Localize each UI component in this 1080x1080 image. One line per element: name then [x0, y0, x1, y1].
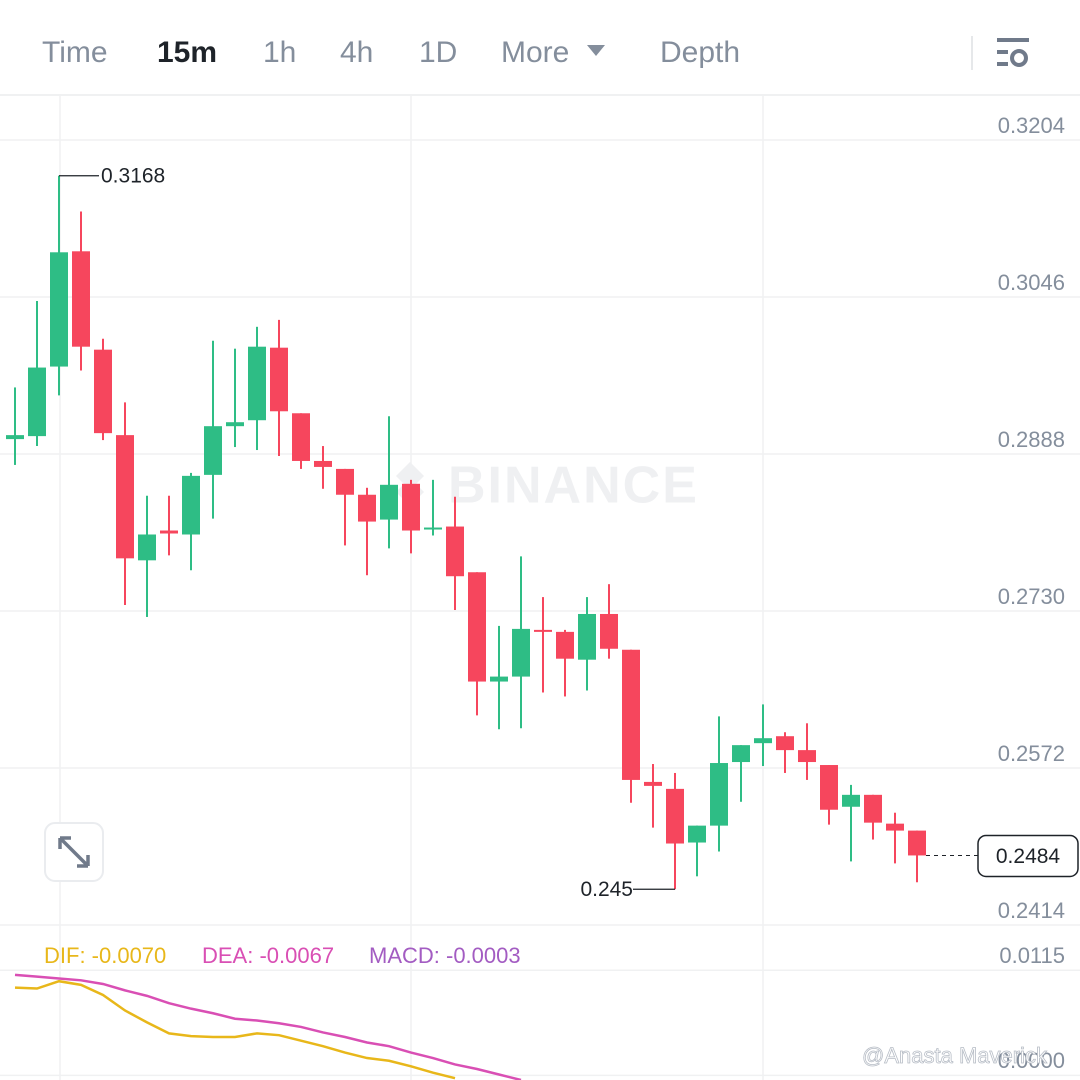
candle-body [908, 830, 926, 856]
candle-body [270, 347, 288, 412]
tab[interactable]: Depth [660, 36, 740, 69]
low-label: 0.245 [580, 878, 633, 901]
candle-body [226, 422, 244, 427]
candle-body [116, 435, 134, 559]
tab[interactable]: Time [42, 36, 108, 69]
candle-body [380, 484, 398, 520]
candle-body [424, 527, 442, 530]
candle-body [820, 765, 838, 810]
candle-body [600, 613, 618, 649]
candle-body [248, 346, 266, 421]
candle-body [6, 435, 24, 440]
candle-body [446, 526, 464, 577]
y-tick-label: 0.2414 [998, 898, 1065, 923]
candle-body [358, 494, 376, 522]
candle-body [732, 745, 750, 763]
y-tick-label: 0.2888 [998, 427, 1065, 452]
candle-body [204, 426, 222, 475]
candle-body [314, 460, 332, 467]
y-tick-label: 0.2730 [998, 584, 1065, 609]
y-tick-label: 0.3204 [998, 113, 1065, 138]
dropdown-arrow [587, 45, 605, 56]
candle-body [468, 572, 486, 682]
candle-body [710, 763, 728, 826]
candle-body [842, 794, 860, 807]
settings-icon[interactable] [997, 38, 1029, 67]
tab[interactable]: More [501, 36, 569, 69]
candle-body [798, 750, 816, 763]
candle-body [182, 475, 200, 535]
legend-entry: DEA: -0.0067 [202, 943, 334, 968]
candle-body [534, 629, 552, 632]
candle-body [556, 631, 574, 659]
expand-button[interactable] [44, 822, 104, 882]
candle-body [512, 628, 530, 677]
watermark-text: BINANCE [448, 457, 699, 515]
candle-body [28, 367, 46, 437]
candle-body [578, 613, 596, 660]
candle-body [688, 825, 706, 843]
candle-body [886, 823, 904, 831]
candle-body [94, 349, 112, 434]
candle-body [402, 483, 420, 531]
candle-body [644, 781, 662, 786]
last-price-label: 0.2484 [996, 845, 1061, 868]
candle-body [336, 468, 354, 495]
tab[interactable]: 1h [263, 36, 296, 69]
candle-body [160, 530, 178, 534]
candle-body [754, 738, 772, 744]
candle-body [622, 649, 640, 780]
tab-bar: Time 15m 1h 4h 1D More Depth [0, 36, 1080, 96]
watermark: BINANCE [396, 457, 699, 515]
candle-body [490, 676, 508, 682]
candle-body [292, 413, 310, 461]
tab[interactable]: 1D [419, 36, 457, 69]
legend: DIF: -0.0070 DEA: -0.0067 MACD: -0.0003 [44, 943, 521, 968]
macd-line [14, 973, 522, 1080]
macd-line [14, 979, 456, 1080]
candle-body [864, 794, 882, 823]
candle-body [138, 534, 156, 561]
y-tick-label: 0.2572 [998, 741, 1065, 766]
legend-entry: DIF: -0.0070 [44, 943, 166, 968]
candle-body [72, 251, 90, 347]
legend-entry: MACD: -0.0003 [369, 943, 521, 968]
candle-body [666, 788, 684, 844]
y-tick-label: 0.3046 [998, 270, 1065, 295]
candle-body [776, 736, 794, 751]
tab-active[interactable]: 15m [157, 36, 217, 69]
vertical-grid [59, 96, 764, 1080]
watermark-user: @Anasta Maverick [862, 1043, 1048, 1068]
candle-body [50, 252, 68, 367]
high-label: 0.3168 [101, 164, 165, 187]
y-tick-label: 0.0000 [998, 1048, 1065, 1073]
tab[interactable]: 4h [340, 36, 373, 69]
last-price-box [977, 834, 1079, 878]
y-tick-label: 0.0115 [999, 943, 1065, 968]
